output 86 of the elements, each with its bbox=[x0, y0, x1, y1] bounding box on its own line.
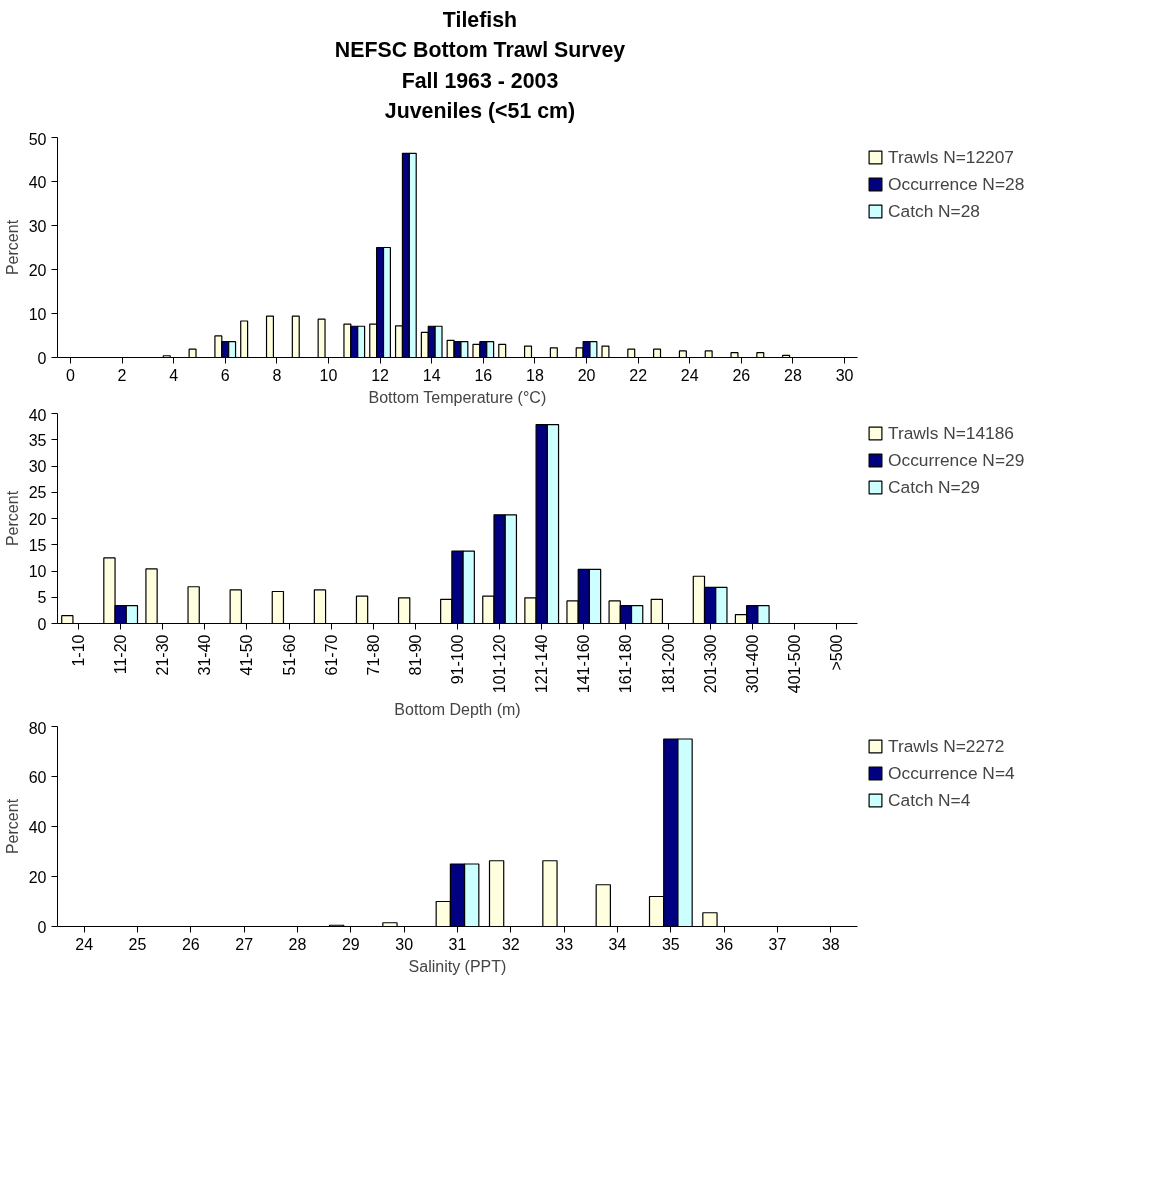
x-tick-label: 301-400 bbox=[743, 634, 761, 694]
y-axis-title: Percent bbox=[3, 219, 21, 275]
legend-label: Trawls N=2272 bbox=[888, 735, 1005, 757]
x-tick-label: 141-160 bbox=[575, 634, 593, 694]
x-tick-label: 2 bbox=[117, 366, 127, 384]
x-tick-label: 30 bbox=[835, 366, 854, 384]
x-tick-label: 28 bbox=[784, 366, 802, 384]
legend-label: Trawls N=12207 bbox=[888, 146, 1015, 168]
x-tick-label: 81-90 bbox=[406, 634, 424, 676]
y-tick-label: 40 bbox=[28, 173, 47, 191]
x-tick-label: 38 bbox=[821, 935, 840, 953]
legend-label: Occurrence N=4 bbox=[888, 762, 1015, 784]
y-tick-label: 10 bbox=[28, 562, 47, 580]
x-tick-label: 11-20 bbox=[112, 634, 130, 675]
y-tick-label: 80 bbox=[28, 719, 47, 737]
x-tick-label: 4 bbox=[169, 366, 179, 384]
y-tick-label: 35 bbox=[28, 431, 47, 449]
x-tick-label: 20 bbox=[577, 366, 596, 384]
y-tick-label: 40 bbox=[28, 406, 47, 424]
y-tick-label: 20 bbox=[28, 510, 47, 528]
x-tick-label: 24 bbox=[75, 935, 94, 953]
x-tick-label: >500 bbox=[827, 634, 845, 671]
y-tick-label: 60 bbox=[28, 768, 47, 786]
x-tick-label: 91-100 bbox=[449, 634, 466, 685]
y-tick-label: 0 bbox=[37, 918, 47, 936]
x-tick-label: 161-180 bbox=[617, 634, 635, 694]
y-axis-title: Percent bbox=[3, 798, 21, 854]
x-tick-label: 28 bbox=[288, 935, 307, 953]
y-tick-label: 15 bbox=[28, 536, 47, 554]
x-tick-label: 32 bbox=[501, 935, 520, 953]
x-tick-label: 31-40 bbox=[196, 634, 214, 676]
chart-title: Tilefish NEFSC Bottom Trawl Survey Fall 1963 - 2003 Juveniles (<51 cm) bbox=[334, 7, 626, 126]
x-tick-label: 26 bbox=[732, 366, 751, 384]
y-tick-label: 40 bbox=[28, 818, 47, 836]
x-tick-label: 36 bbox=[715, 935, 734, 953]
x-tick-label: 101-120 bbox=[491, 634, 509, 694]
x-tick-label: 51-60 bbox=[280, 634, 298, 676]
legend-label: Catch N=29 bbox=[888, 476, 980, 498]
x-tick-label: 33 bbox=[555, 935, 574, 953]
x-tick-label: 0 bbox=[65, 366, 75, 384]
x-tick-label: 6 bbox=[220, 366, 230, 384]
y-tick-label: 5 bbox=[37, 589, 47, 607]
x-tick-label: 37 bbox=[768, 935, 787, 953]
y-tick-label: 50 bbox=[28, 130, 47, 148]
x-tick-label: 121-140 bbox=[533, 634, 551, 694]
x-tick-label: 31 bbox=[448, 935, 467, 953]
x-tick-label: 1-10 bbox=[70, 634, 88, 667]
y-axis-title: Percent bbox=[3, 490, 21, 546]
y-tick-label: 25 bbox=[28, 484, 47, 502]
y-tick-label: 10 bbox=[28, 305, 47, 323]
x-tick-label: 61-70 bbox=[322, 634, 340, 676]
x-tick-label: 27 bbox=[235, 935, 254, 953]
y-tick-label: 30 bbox=[28, 217, 47, 235]
x-axis-title: Bottom Depth (m) bbox=[394, 701, 521, 719]
x-tick-label: 25 bbox=[128, 935, 147, 953]
x-axis-title: Bottom Temperature (°C) bbox=[368, 388, 547, 406]
x-tick-label: 24 bbox=[680, 366, 699, 384]
x-tick-label: 30 bbox=[395, 935, 414, 953]
x-tick-label: 18 bbox=[526, 366, 544, 384]
x-tick-label: 10 bbox=[319, 366, 338, 384]
x-tick-label: 35 bbox=[661, 935, 680, 953]
x-tick-label: 201-300 bbox=[701, 634, 719, 694]
y-tick-label: 0 bbox=[37, 615, 47, 633]
x-tick-label: 181-200 bbox=[659, 634, 677, 694]
x-tick-label: 16 bbox=[474, 366, 493, 384]
x-tick-label: 34 bbox=[608, 935, 627, 953]
y-tick-label: 0 bbox=[37, 349, 47, 367]
y-tick-label: 20 bbox=[28, 868, 47, 886]
x-tick-label: 71-80 bbox=[364, 634, 382, 676]
y-tick-label: 30 bbox=[28, 457, 47, 475]
legend-label: Occurrence N=29 bbox=[888, 449, 1025, 471]
x-tick-label: 21-30 bbox=[154, 634, 172, 676]
y-tick-label: 20 bbox=[28, 261, 47, 279]
legend-label: Catch N=4 bbox=[888, 789, 971, 811]
x-tick-label: 12 bbox=[371, 366, 390, 384]
x-tick-label: 41-50 bbox=[238, 634, 256, 676]
legend-label: Catch N=28 bbox=[888, 200, 980, 222]
x-tick-label: 8 bbox=[272, 366, 282, 384]
x-tick-label: 22 bbox=[629, 366, 648, 384]
x-tick-label: 29 bbox=[341, 935, 360, 953]
legend-label: Occurrence N=28 bbox=[888, 173, 1025, 195]
x-axis-title: Salinity (PPT) bbox=[408, 957, 507, 975]
x-tick-label: 401-500 bbox=[785, 634, 803, 694]
legend-label: Trawls N=14186 bbox=[888, 422, 1015, 444]
x-tick-label: 26 bbox=[181, 935, 200, 953]
x-tick-label: 14 bbox=[422, 366, 441, 384]
